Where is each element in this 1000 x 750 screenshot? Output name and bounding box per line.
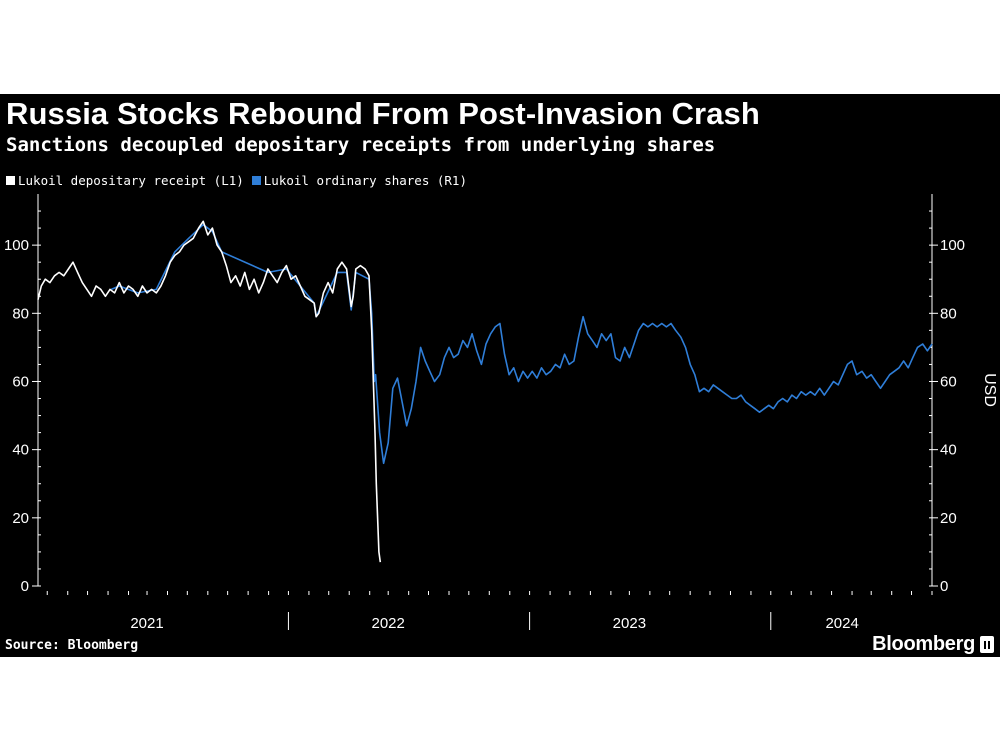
line-chart: 0 0 20 20 40 40 60 60 80 80 100 100 USD 2021 2022 2023 2… (4, 194, 998, 632)
legend-swatch-dr (6, 175, 15, 185)
bar-chart-icon (980, 636, 994, 653)
left-tick-label: 100 (4, 237, 29, 254)
right-tick-label: 20 (940, 510, 957, 527)
legend-label-dr: Lukoil depositary receipt (L1) (18, 172, 244, 188)
right-tick-label: 100 (940, 237, 965, 254)
legend-label-ord: Lukoil ordinary shares (R1) (263, 172, 467, 188)
right-tick-label: 60 (940, 373, 957, 390)
chart-title: Russia Stocks Rebound From Post-Invasion… (6, 96, 760, 131)
series-line-depositary-receipt (37, 220, 382, 563)
chart-subtitle: Sanctions decoupled depositary receipts … (6, 134, 716, 156)
series-line-ordinary-shares (110, 223, 933, 465)
source-note: Source: Bloomberg (5, 638, 139, 653)
chart-panel: Russia Stocks Rebound From Post-Invasion… (0, 94, 1000, 657)
x-year-label: 2024 (825, 615, 858, 632)
left-tick-label: 20 (12, 510, 29, 527)
left-tick-label: 0 (21, 578, 29, 595)
chart-legend: Lukoil depositary receipt (L1) Lukoil or… (6, 171, 475, 189)
brand-name: Bloomberg (872, 633, 975, 655)
right-tick-label: 40 (940, 442, 957, 459)
right-tick-label: 0 (940, 578, 948, 595)
chart-axes: 0 0 20 20 40 40 60 60 80 80 100 100 USD 2021 2022 2023 2… (4, 194, 998, 632)
brand-logo: Bloomberg (872, 633, 994, 656)
right-tick-label: 80 (940, 305, 957, 322)
legend-item-ord: Lukoil ordinary shares (R1) (251, 172, 467, 188)
legend-item-dr: Lukoil depositary receipt (L1) (6, 173, 244, 188)
left-tick-label: 80 (12, 305, 29, 322)
x-year-label: 2022 (372, 615, 405, 632)
left-tick-label: 60 (12, 373, 29, 390)
x-year-label: 2023 (613, 615, 646, 632)
right-axis-label: USD (981, 373, 998, 407)
legend-swatch-ord (251, 175, 261, 185)
left-tick-label: 40 (12, 442, 29, 459)
x-year-label: 2021 (130, 615, 163, 632)
chart-series (37, 220, 933, 563)
